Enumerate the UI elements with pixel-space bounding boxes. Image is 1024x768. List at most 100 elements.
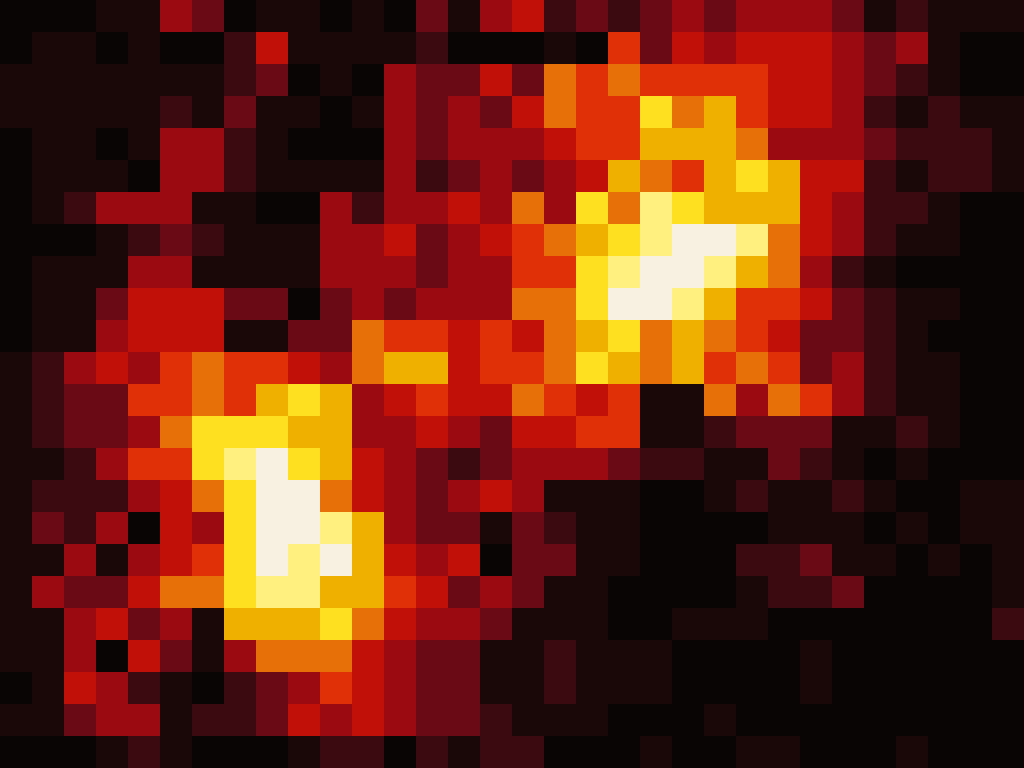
- pixel: [960, 608, 992, 640]
- pixel: [224, 64, 256, 96]
- pixel: [288, 416, 320, 448]
- pixel: [768, 320, 800, 352]
- pixel: [128, 576, 160, 608]
- pixel: [0, 32, 32, 64]
- pixel: [736, 704, 768, 736]
- pixel: [704, 0, 736, 32]
- pixel: [224, 608, 256, 640]
- pixel: [832, 64, 864, 96]
- pixel: [0, 128, 32, 160]
- pixel: [416, 256, 448, 288]
- pixel: [0, 640, 32, 672]
- pixel: [640, 256, 672, 288]
- pixel: [128, 352, 160, 384]
- pixel: [416, 576, 448, 608]
- pixel: [608, 608, 640, 640]
- pixel: [320, 640, 352, 672]
- pixel: [928, 320, 960, 352]
- pixel: [352, 256, 384, 288]
- pixel: [576, 320, 608, 352]
- pixel: [608, 32, 640, 64]
- pixel: [896, 544, 928, 576]
- pixel: [192, 448, 224, 480]
- pixel: [640, 96, 672, 128]
- pixel: [288, 384, 320, 416]
- pixel: [96, 608, 128, 640]
- pixel: [352, 512, 384, 544]
- pixel: [544, 480, 576, 512]
- pixel: [192, 192, 224, 224]
- pixel: [992, 448, 1024, 480]
- pixel: [352, 416, 384, 448]
- pixel: [608, 320, 640, 352]
- pixel: [992, 704, 1024, 736]
- pixel: [160, 448, 192, 480]
- pixel: [896, 128, 928, 160]
- pixel: [992, 608, 1024, 640]
- pixel: [640, 192, 672, 224]
- pixel: [416, 704, 448, 736]
- pixel: [608, 224, 640, 256]
- pixel: [32, 448, 64, 480]
- pixel: [0, 672, 32, 704]
- pixel: [352, 32, 384, 64]
- pixel: [576, 416, 608, 448]
- pixel: [672, 544, 704, 576]
- pixel: [384, 32, 416, 64]
- pixel: [288, 128, 320, 160]
- pixel: [960, 704, 992, 736]
- pixel: [160, 608, 192, 640]
- pixel: [992, 736, 1024, 768]
- pixel: [704, 672, 736, 704]
- pixel: [96, 448, 128, 480]
- pixel: [416, 0, 448, 32]
- pixel: [544, 512, 576, 544]
- pixel: [864, 416, 896, 448]
- pixel: [928, 544, 960, 576]
- pixel: [800, 224, 832, 256]
- pixel: [480, 160, 512, 192]
- pixel: [832, 384, 864, 416]
- pixel: [96, 192, 128, 224]
- pixel: [992, 288, 1024, 320]
- pixel: [544, 352, 576, 384]
- pixel: [512, 704, 544, 736]
- pixel: [544, 672, 576, 704]
- pixel: [352, 64, 384, 96]
- pixel: [96, 64, 128, 96]
- pixel: [544, 576, 576, 608]
- pixel: [160, 192, 192, 224]
- pixel: [320, 352, 352, 384]
- pixel: [224, 320, 256, 352]
- pixel: [864, 576, 896, 608]
- pixel: [448, 0, 480, 32]
- pixel: [128, 128, 160, 160]
- pixel: [128, 672, 160, 704]
- pixel: [160, 640, 192, 672]
- pixel: [192, 640, 224, 672]
- pixel: [32, 32, 64, 64]
- pixel: [672, 480, 704, 512]
- pixel: [192, 160, 224, 192]
- pixel: [544, 704, 576, 736]
- pixel: [832, 0, 864, 32]
- pixel: [896, 352, 928, 384]
- pixel: [768, 576, 800, 608]
- pixel: [864, 640, 896, 672]
- pixel: [416, 64, 448, 96]
- pixel: [224, 224, 256, 256]
- pixel: [448, 640, 480, 672]
- pixel: [832, 448, 864, 480]
- pixel: [928, 416, 960, 448]
- pixel: [864, 160, 896, 192]
- pixel: [864, 224, 896, 256]
- pixel: [768, 672, 800, 704]
- pixel: [96, 96, 128, 128]
- pixel: [672, 224, 704, 256]
- pixel: [96, 320, 128, 352]
- pixel: [640, 160, 672, 192]
- pixel: [768, 704, 800, 736]
- pixel: [32, 608, 64, 640]
- pixel: [896, 160, 928, 192]
